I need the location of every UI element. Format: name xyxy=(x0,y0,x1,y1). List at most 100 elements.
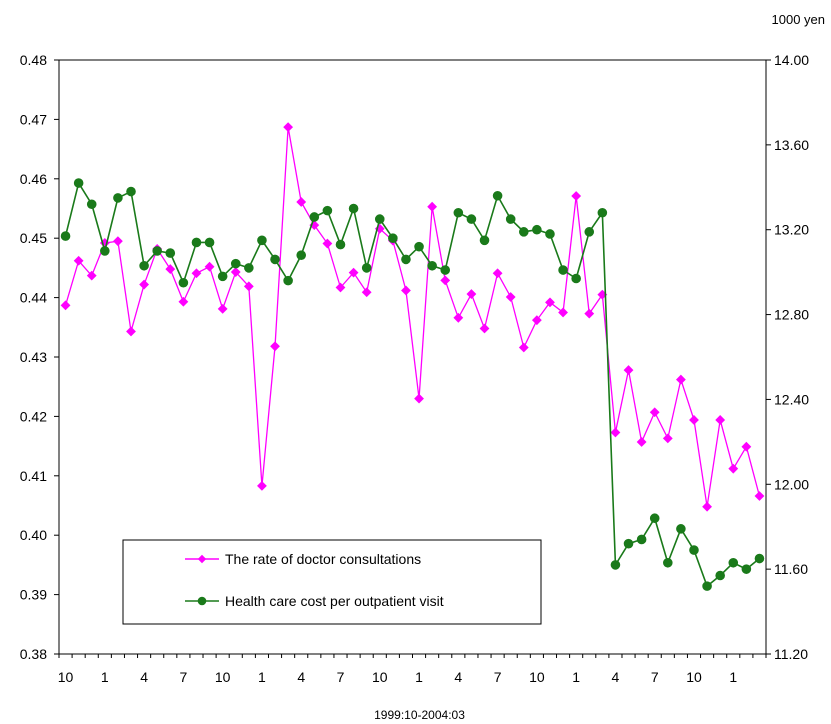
x-tick-label: 7 xyxy=(651,669,659,685)
right-y-tick-label: 13.20 xyxy=(774,222,809,238)
data-point-diamond xyxy=(545,297,555,308)
data-point-diamond xyxy=(715,415,726,425)
right-y-tick-label: 12.80 xyxy=(774,307,809,323)
data-point-circle xyxy=(466,214,477,224)
data-point-circle xyxy=(374,214,385,224)
data-point-diamond xyxy=(165,264,176,274)
series-line-2 xyxy=(64,180,760,588)
data-point-circle xyxy=(689,545,699,555)
data-point-diamond xyxy=(741,441,752,452)
data-point-circle xyxy=(715,570,725,581)
data-point-diamond xyxy=(86,270,97,281)
data-point-circle xyxy=(270,254,280,265)
data-point-diamond xyxy=(675,374,686,385)
data-point-diamond xyxy=(754,491,765,501)
x-tick-label: 1 xyxy=(729,669,737,685)
left-y-tick-label: 0.44 xyxy=(20,290,47,306)
data-point-circle xyxy=(244,263,254,273)
series-line-1 xyxy=(64,127,761,507)
data-point-diamond xyxy=(60,300,71,311)
right-y-tick-label: 11.20 xyxy=(774,646,808,662)
x-tick-label: 4 xyxy=(454,669,462,685)
data-point-circle xyxy=(584,227,595,237)
data-point-diamond xyxy=(283,122,294,133)
data-point-diamond xyxy=(479,323,490,334)
left-y-tick-label: 0.39 xyxy=(20,587,47,603)
x-tick-label: 10 xyxy=(372,669,388,685)
data-point-circle xyxy=(388,233,398,243)
data-point-circle xyxy=(335,239,346,250)
legend-box xyxy=(122,539,542,625)
data-point-diamond xyxy=(702,501,712,512)
data-point-diamond xyxy=(584,308,595,319)
x-axis-title: 1999:10-2004:03 xyxy=(374,708,465,722)
data-point-diamond xyxy=(257,480,267,491)
data-point-circle xyxy=(322,205,333,216)
data-point-diamond xyxy=(636,437,647,447)
data-point-diamond xyxy=(361,287,372,298)
data-point-circle xyxy=(545,229,555,239)
data-point-diamond xyxy=(662,433,673,444)
data-point-circle xyxy=(86,199,97,210)
x-tick-label: 1 xyxy=(572,669,580,685)
data-point-diamond xyxy=(623,365,634,375)
right-y-tick-label: 14.00 xyxy=(774,52,809,68)
data-point-circle xyxy=(401,254,411,265)
data-point-circle xyxy=(361,263,372,273)
data-point-diamond xyxy=(243,281,254,292)
data-point-diamond xyxy=(558,307,568,318)
data-point-circle xyxy=(741,564,752,574)
legend-marker-diamond xyxy=(197,554,207,564)
data-point-circle xyxy=(532,224,542,235)
data-point-circle xyxy=(453,207,464,218)
legend-label-1: The rate of doctor consultations xyxy=(225,551,421,567)
legend-label-2: Health care cost per outpatient visit xyxy=(225,593,444,609)
data-point-circle xyxy=(217,271,228,282)
left-y-tick-label: 0.43 xyxy=(20,349,47,365)
data-point-circle xyxy=(100,246,110,256)
x-tick-label: 7 xyxy=(179,669,187,685)
data-point-circle xyxy=(191,237,202,248)
data-point-diamond xyxy=(610,427,621,438)
data-point-circle xyxy=(165,248,176,258)
data-point-circle xyxy=(178,277,189,288)
data-point-circle xyxy=(505,214,516,224)
x-tick-label: 1 xyxy=(101,669,109,685)
left-y-tick-label: 0.41 xyxy=(20,468,47,484)
data-point-circle xyxy=(414,241,424,252)
x-tick-label: 10 xyxy=(529,669,545,685)
data-point-diamond xyxy=(230,267,241,277)
data-point-diamond xyxy=(178,296,189,307)
data-point-circle xyxy=(728,557,739,568)
data-point-diamond xyxy=(322,238,333,249)
data-point-circle xyxy=(296,250,307,260)
left-y-tick-label: 0.42 xyxy=(20,408,47,424)
data-point-circle xyxy=(558,265,568,275)
data-point-diamond xyxy=(440,275,451,286)
x-tick-label: 7 xyxy=(494,669,502,685)
data-point-circle xyxy=(283,275,293,286)
data-point-circle xyxy=(348,203,359,214)
x-tick-label: 10 xyxy=(215,669,231,685)
data-point-diamond xyxy=(466,289,477,299)
data-point-circle xyxy=(754,553,765,564)
data-point-circle xyxy=(676,524,686,534)
data-point-circle xyxy=(204,237,215,248)
data-point-circle xyxy=(152,246,162,256)
legend-marker-circle xyxy=(197,596,207,606)
data-point-circle xyxy=(230,258,241,269)
data-point-circle xyxy=(518,227,529,237)
x-tick-label: 4 xyxy=(297,669,305,685)
left-y-tick-label: 0.47 xyxy=(20,111,47,127)
data-point-circle xyxy=(113,193,123,203)
x-tick-label: 10 xyxy=(686,669,702,685)
data-point-diamond xyxy=(348,267,359,278)
data-point-diamond xyxy=(505,292,516,302)
x-tick-label: 4 xyxy=(140,669,148,685)
data-point-diamond xyxy=(73,255,84,266)
x-tick-label: 7 xyxy=(337,669,345,685)
data-point-circle xyxy=(257,235,267,246)
data-point-diamond xyxy=(492,268,503,279)
axes-layer xyxy=(54,59,771,658)
